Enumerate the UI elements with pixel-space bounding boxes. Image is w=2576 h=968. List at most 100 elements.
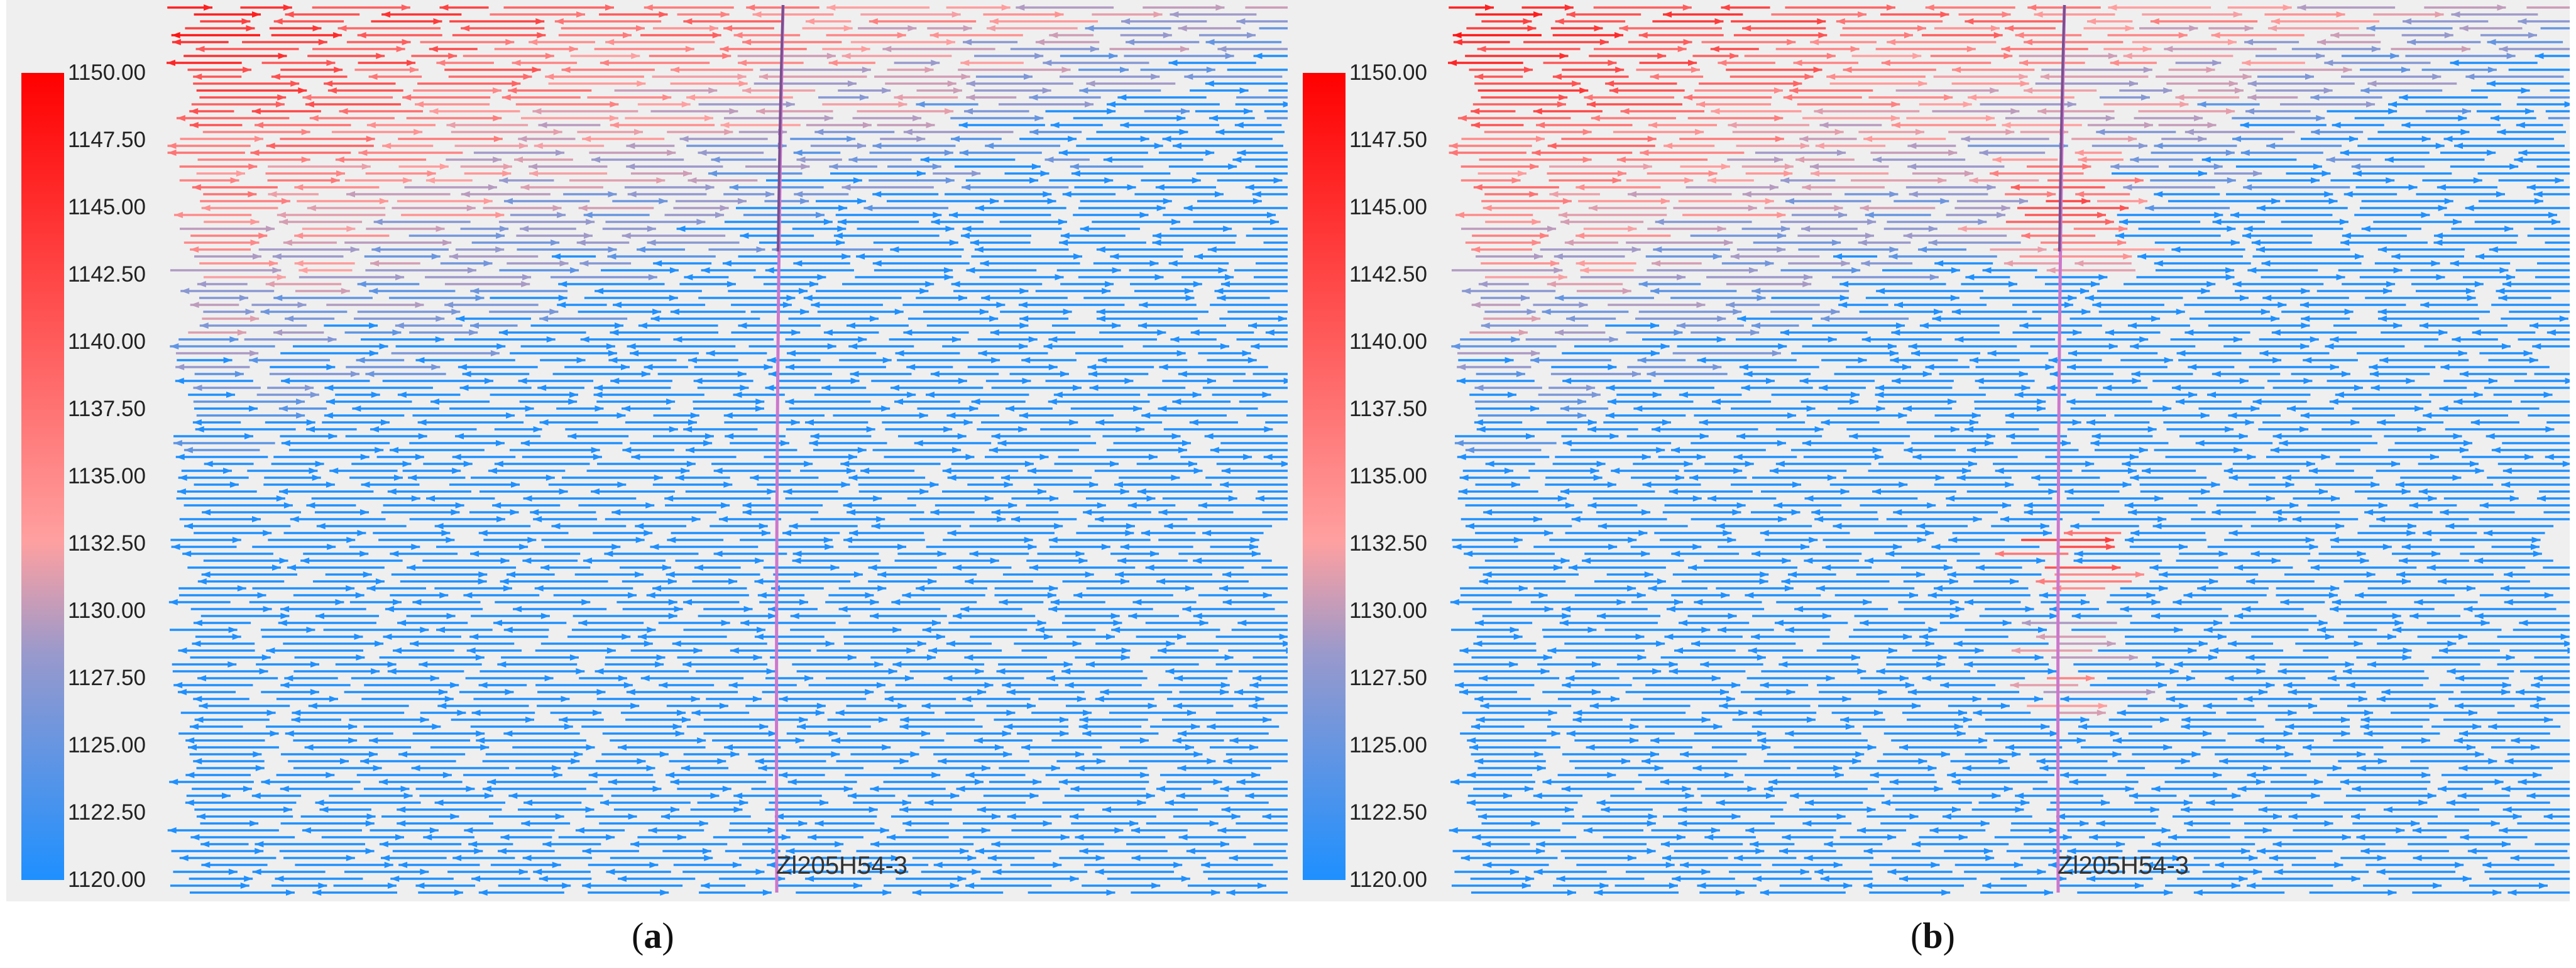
flow-arrow-icon [763,564,840,571]
flow-arrow-icon [470,723,573,730]
flow-arrow-icon [534,585,633,591]
flow-arrow-icon [1210,447,1288,453]
flow-arrow-icon [2080,744,2173,751]
flow-arrow-icon [2094,447,2148,453]
flow-arrow-icon [2225,675,2306,681]
flow-arrow-icon [1584,551,1650,557]
flow-arrow-icon [2340,150,2430,156]
flow-arrow-icon [357,281,420,287]
flow-arrow-icon [1591,115,1676,121]
flow-arrow-icon [2117,212,2223,218]
flow-arrow-icon [173,682,253,688]
flow-arrow-icon [1215,663,1288,666]
flow-arrow-icon [492,502,561,509]
flow-arrow-icon [2067,827,2171,833]
flow-arrow-icon [1804,855,1874,861]
flow-arrow-icon [1560,219,1644,225]
flow-arrow-icon [640,32,721,38]
flow-arrow-icon [1033,481,1099,488]
flow-arrow-icon [185,25,255,31]
flow-arrow-icon [497,848,555,854]
flow-arrow-icon [578,309,662,315]
flow-arrow-icon [1053,392,1141,398]
flow-arrow-icon [2230,212,2333,218]
flow-arrow-icon [1638,772,1733,778]
flow-arrow-icon [1095,516,1188,522]
flow-arrow-icon [946,730,1011,737]
flow-arrow-icon [1058,779,1149,785]
flow-arrow-icon [1965,274,2010,280]
flow-arrow-icon [1465,523,1572,529]
flow-arrow-icon [711,461,813,467]
flow-arrow-icon [170,883,249,889]
flow-arrow-icon [1111,627,1220,633]
flow-arrow-icon [2459,371,2527,377]
flow-arrow-icon [1907,689,2020,695]
caption-b: (b) [1910,915,1955,956]
flow-arrow-icon [2164,779,2266,785]
flow-arrow-icon [954,163,1041,170]
flow-arrow-icon [197,578,285,585]
flow-arrow-icon [391,571,488,578]
flow-arrow-icon [2154,143,2237,149]
flow-arrow-icon [1521,4,1574,11]
flow-arrow-icon [517,806,595,813]
flow-arrow-icon [364,253,441,260]
flow-arrow-icon [1625,869,1711,875]
flow-arrow-icon [1099,329,1166,336]
flow-arrow-icon [312,578,385,585]
flow-arrow-icon [677,11,730,18]
flow-arrow-icon [625,115,713,121]
flow-arrow-icon [625,419,697,426]
flow-arrow-icon [1985,717,2090,723]
flow-arrow-icon [1662,855,1728,861]
flow-arrow-icon [1449,143,1532,149]
flow-arrow-icon [2327,675,2429,681]
flow-arrow-icon [1885,551,1980,557]
flow-arrow-icon [902,820,950,827]
flow-arrow-icon [1940,682,1996,688]
flow-arrow-icon [2518,18,2570,25]
flow-arrow-icon [176,115,290,121]
flow-arrow-icon [2058,378,2141,384]
colorbar-tick-label: 1142.50 [68,262,146,287]
flow-arrow-icon [1208,877,1288,880]
flow-arrow-icon [1005,405,1053,412]
flow-arrow-icon [2036,634,2106,640]
flow-arrow-icon [1049,177,1114,184]
flow-arrow-icon [167,827,279,833]
flow-arrow-icon [2401,32,2453,38]
flow-arrow-icon [1062,191,1116,197]
flow-arrow-icon [605,39,715,45]
flow-arrow-icon [1679,392,1742,398]
flow-arrow-icon [1928,239,2021,246]
flow-arrow-icon [2416,191,2505,197]
flow-arrow-icon [2171,385,2265,391]
flow-arrow-icon [2011,820,2089,827]
flow-arrow-icon [2073,226,2128,232]
flow-arrow-icon [1753,239,1841,246]
flow-arrow-icon [2058,544,2115,550]
flow-arrow-icon [2276,592,2338,598]
flow-arrow-icon [1580,274,1686,280]
flow-arrow-icon [2467,641,2570,647]
flow-arrow-icon [890,385,984,391]
flow-arrow-icon [2448,779,2504,785]
flow-arrow-icon [1232,378,1288,384]
flow-arrow-icon [610,855,713,861]
flow-arrow-icon [659,682,715,688]
flow-arrow-icon [2511,737,2570,744]
flow-arrow-icon [293,765,382,771]
flow-arrow-icon [1951,309,2027,315]
flow-arrow-icon [1987,696,2043,702]
flow-arrow-icon [529,170,608,177]
flow-arrow-icon [899,723,983,730]
flow-arrow-icon [673,336,774,343]
flow-arrow-icon [240,4,292,11]
flow-arrow-icon [2071,613,2132,619]
flow-arrow-icon [897,551,946,557]
flow-arrow-icon [1980,295,2077,301]
flow-arrow-icon [331,129,423,135]
flow-arrow-icon [1968,143,2068,149]
flow-arrow-icon [356,357,405,363]
